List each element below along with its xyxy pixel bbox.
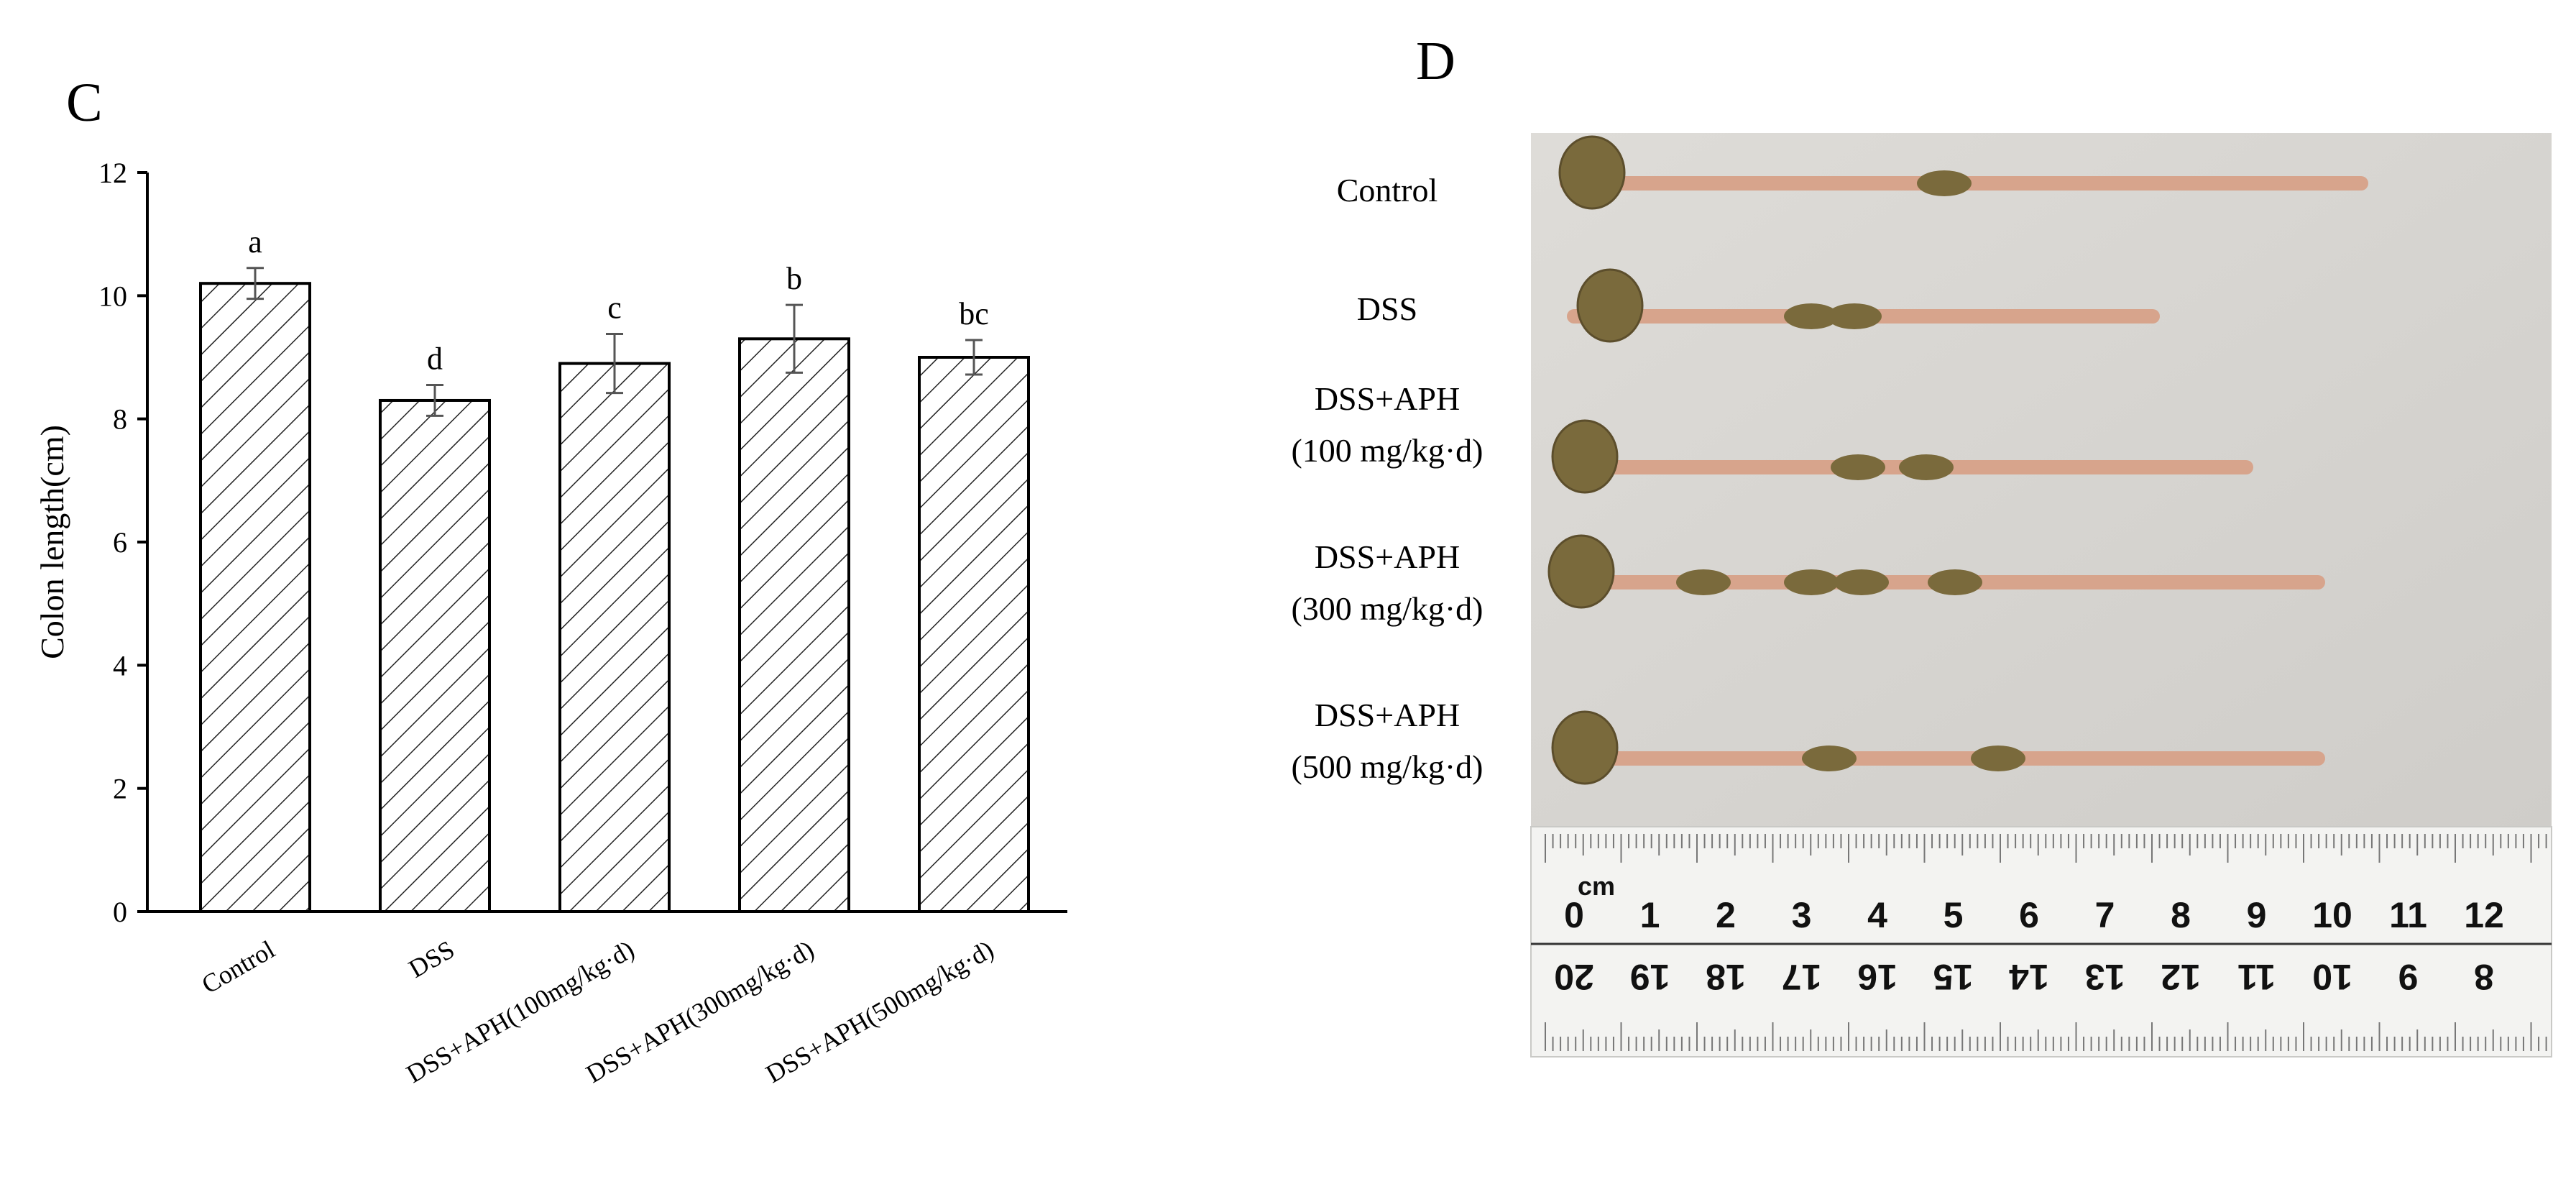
error-bars [247,267,983,417]
significance-label: a [248,224,262,260]
ruler: cm 0 1 2 3 4 5 6 7 8 9 10 11 12 20 19 18 17 16 15 14 13 12 11… [1530,826,2552,1058]
ruler-number: 7 [2095,895,2115,935]
ruler-number: 11 [2389,895,2427,935]
significance-label: c [607,290,622,325]
ruler-number-inverted: 14 [2009,957,2049,997]
panel-letter-c: C [66,73,103,133]
photo-label-line: DSS+APH [1315,697,1460,733]
x-axis-category-labels: Control DSSDSS+APH(100mg/kg·d)DSS+APH(300… [197,935,998,1088]
ruler-number-inverted: 8 [2474,957,2494,997]
bar [379,398,491,913]
ruler-number: 1 [1640,895,1660,935]
ruler-number-inverted: 10 [2312,957,2352,997]
ruler-number: 6 [2019,895,2039,935]
ruler-ticks [1545,834,2547,1051]
bar [199,282,311,913]
error-bar [786,303,803,374]
photo-label-line: DSS+APH [1315,380,1460,417]
photo-label-line: (100 mg/kg·d) [1291,432,1483,469]
photo-group-label: DSS+APH (300 mg/kg·d) [1291,538,1483,627]
ruler-number: 0 [1564,895,1584,935]
ruler-number-inverted: 17 [1782,957,1822,997]
y-tick-label: 8 [113,403,127,436]
photo-group-label: DSS [1357,290,1417,327]
y-tick-label: 2 [113,773,127,805]
ruler-number: 3 [1792,895,1812,935]
colon-specimen [1551,710,2325,785]
ruler-number: 9 [2247,895,2267,935]
ruler-number-inverted: 11 [2237,957,2276,997]
ruler-bottom-numbers: 20 19 18 17 16 15 14 13 12 11 10 9 8 [1554,957,2494,997]
error-bar [426,384,443,417]
photo-background [1531,133,2552,827]
photo-label-line: Control [1337,172,1438,208]
photo-group-label: DSS+APH (500 mg/kg·d) [1291,697,1483,785]
ruler-number: 5 [1944,895,1964,935]
photo-group-label: Control [1337,172,1438,208]
significance-labels: a d c b bc [248,224,989,377]
ruler-number-inverted: 18 [1706,957,1746,997]
y-tick-label: 0 [113,896,127,928]
y-axis-title: Colon length(cm) [34,425,70,659]
y-tick-label: 4 [113,649,127,682]
error-bar [247,267,264,301]
ruler-number-inverted: 20 [1554,957,1594,997]
colon-specimen [1551,419,2253,494]
significance-label: d [427,341,443,377]
ruler-top-numbers: 0 1 2 3 4 5 6 7 8 9 10 11 12 [1564,895,2504,935]
bars [199,282,1030,914]
bar [738,337,850,913]
error-bar [965,339,983,376]
photo-label-line: (500 mg/kg·d) [1291,748,1483,785]
photo-label-line: DSS+APH [1315,538,1460,575]
ruler-unit: cm [1578,871,1615,901]
photo-label-line: DSS [1357,290,1417,327]
ruler-number-inverted: 13 [2085,957,2125,997]
significance-label: bc [959,296,989,331]
colon-photo: cm 0 1 2 3 4 5 6 7 8 9 10 11 12 20 19 18 17 16 15 14 13 12 11… [1291,133,2552,1058]
ruler-number-inverted: 12 [2161,957,2201,997]
ruler-number: 8 [2171,895,2191,935]
ruler-number-inverted: 19 [1630,957,1670,997]
bar [558,362,671,914]
bar [918,356,1030,913]
ruler-number-inverted: 16 [1857,957,1898,997]
colon-specimen [1558,135,2368,210]
y-tick-label: 10 [98,280,127,312]
photo-group-label: DSS+APH (100 mg/kg·d) [1291,380,1483,469]
error-bar [606,332,623,395]
x-category-label: DSS [404,935,459,983]
photo-label-line: (300 mg/kg·d) [1291,590,1483,627]
significance-label: b [786,261,802,296]
x-category-label: Control [197,935,280,999]
colon-specimen [1567,268,2160,343]
y-axis-ticks: 0 2 4 6 8 10 12 [98,157,147,928]
panel-letter-d: D [1416,31,1455,91]
y-tick-label: 6 [113,526,127,559]
ruler-number: 4 [1867,895,1887,935]
ruler-number: 12 [2464,895,2504,935]
photo-group-labels: Control DSS DSS+APH (100 mg/kg·d) DSS+APH (30… [1291,172,1483,785]
colon-specimens [1547,135,2368,785]
ruler-number: 2 [1716,895,1736,935]
colon-specimen [1547,534,2325,609]
ruler-number-inverted: 15 [1933,957,1974,997]
ruler-number-inverted: 9 [2398,957,2419,997]
y-tick-label: 12 [98,157,127,189]
ruler-number: 10 [2312,895,2352,935]
ruler-body [1530,826,2552,1058]
